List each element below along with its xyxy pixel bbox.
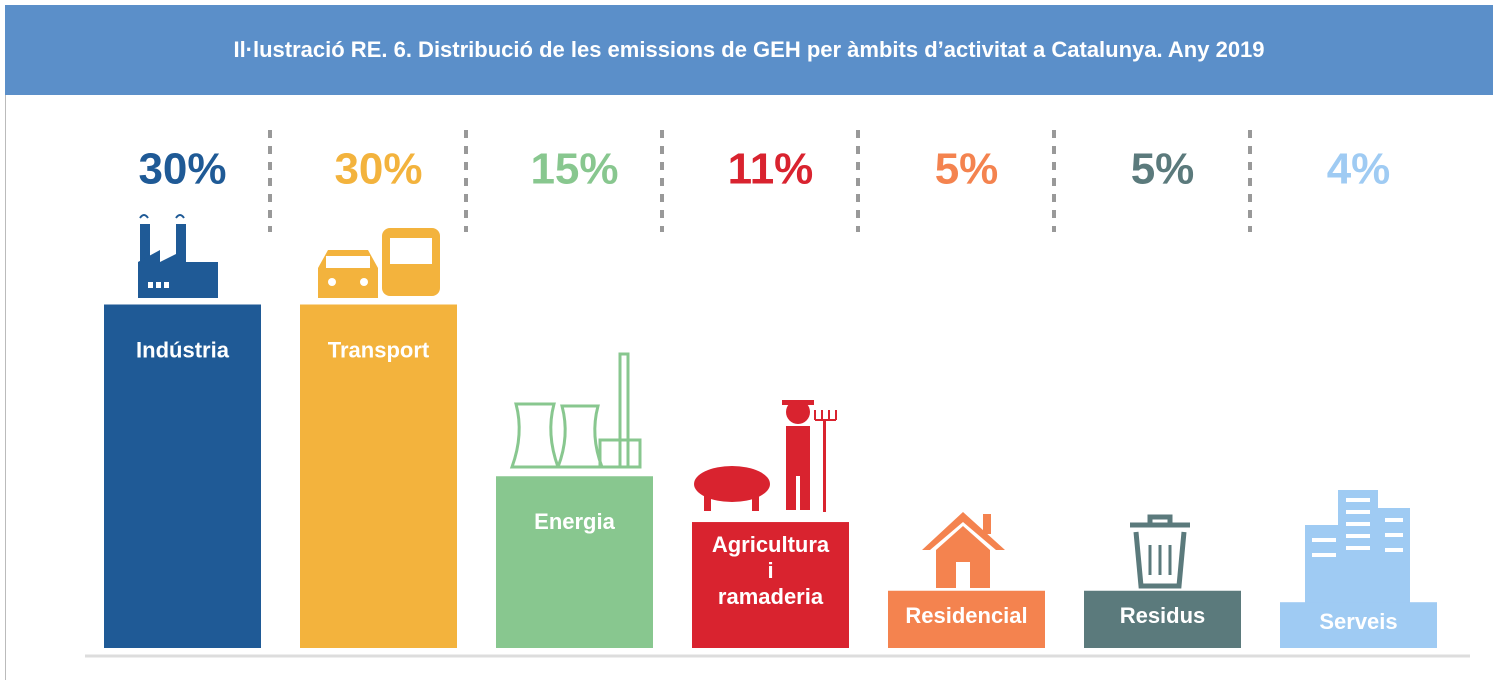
trash-icon <box>1130 514 1190 589</box>
header-band <box>5 5 1493 95</box>
chart-title: Il·lustració RE. 6. Distribució de les e… <box>233 37 1264 62</box>
bar <box>300 304 457 648</box>
category-label: Transport <box>328 337 430 362</box>
value-label: 30% <box>138 145 226 194</box>
house-icon <box>922 512 1005 588</box>
bar <box>692 522 849 648</box>
category-label: Energia <box>534 509 615 534</box>
value-label: 5% <box>935 145 999 194</box>
transport-icon <box>318 228 440 298</box>
category-label: Indústria <box>136 337 230 362</box>
value-label: 5% <box>1131 145 1195 194</box>
value-label: 30% <box>334 145 422 194</box>
bar <box>1084 590 1241 648</box>
category-label: Residencial <box>905 603 1027 628</box>
value-label: 4% <box>1327 145 1391 194</box>
category-label: Agricultura i ramaderia <box>712 532 830 609</box>
agriculture-icon <box>694 400 837 512</box>
buildings-icon <box>1305 490 1410 603</box>
bar <box>496 476 653 648</box>
value-label: 15% <box>530 145 618 194</box>
bar <box>104 304 261 648</box>
factory-icon <box>138 214 218 298</box>
bar <box>1280 602 1437 648</box>
value-label: 11% <box>728 145 814 194</box>
category-label: Residus <box>1120 603 1206 628</box>
category-label: Serveis <box>1319 609 1397 634</box>
bar <box>888 590 1045 648</box>
energy-icon <box>509 352 642 469</box>
